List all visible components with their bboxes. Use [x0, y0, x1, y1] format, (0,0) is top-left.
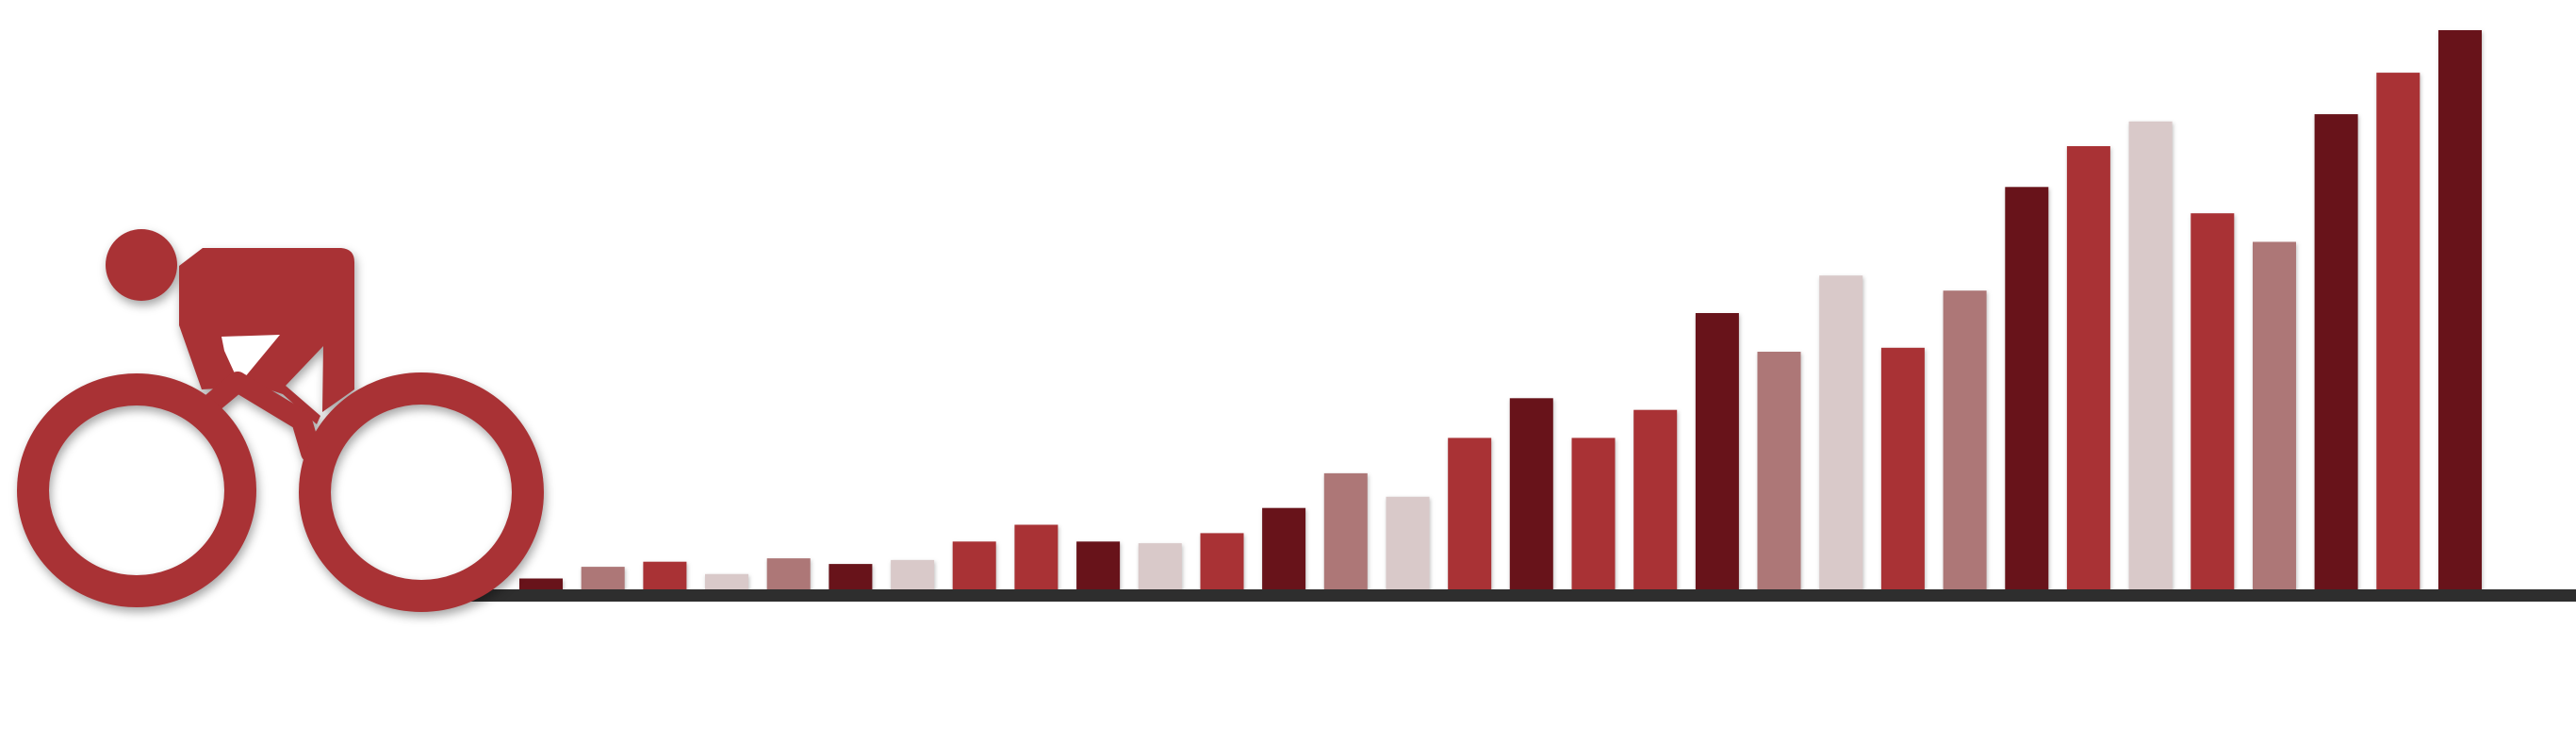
cyclist-head — [106, 229, 177, 301]
bar-2 — [581, 567, 625, 590]
bar-21 — [1757, 352, 1801, 590]
bar-14 — [1323, 472, 1368, 590]
bar-8 — [952, 541, 996, 590]
bar-25 — [2005, 187, 2049, 591]
bar-15 — [1386, 496, 1430, 590]
bar-6 — [829, 564, 873, 590]
bar-17 — [1509, 398, 1553, 590]
bar-28 — [2190, 213, 2235, 590]
bar-12 — [1200, 533, 1244, 590]
cyclist-torso-cutout — [222, 335, 280, 384]
bar-27 — [2128, 121, 2173, 591]
bar-31 — [2376, 73, 2420, 591]
bar-18 — [1571, 438, 1616, 590]
bar-13 — [1262, 507, 1306, 590]
bar-20 — [1695, 313, 1739, 590]
bar-5 — [766, 558, 811, 590]
bar-3 — [643, 561, 687, 590]
bar-11 — [1138, 543, 1182, 590]
bar-9 — [1014, 524, 1058, 590]
bar-23 — [1880, 347, 1925, 590]
bar-series — [519, 30, 2482, 591]
bar-26 — [2066, 146, 2110, 590]
bar-10 — [1076, 541, 1121, 590]
bar-1 — [519, 578, 563, 590]
front-wheel — [299, 372, 544, 612]
bar-30 — [2314, 114, 2358, 590]
bar-16 — [1448, 438, 1492, 590]
bar-19 — [1633, 409, 1678, 590]
rear-wheel — [17, 373, 256, 607]
cyclist-icon — [17, 229, 544, 612]
baseline-axis — [434, 589, 2576, 602]
bar-32 — [2438, 30, 2482, 590]
bar-24 — [1943, 290, 1987, 590]
bar-22 — [1819, 275, 1863, 590]
bar-29 — [2253, 241, 2296, 590]
bar-4 — [705, 573, 748, 590]
bar-7 — [891, 559, 935, 590]
